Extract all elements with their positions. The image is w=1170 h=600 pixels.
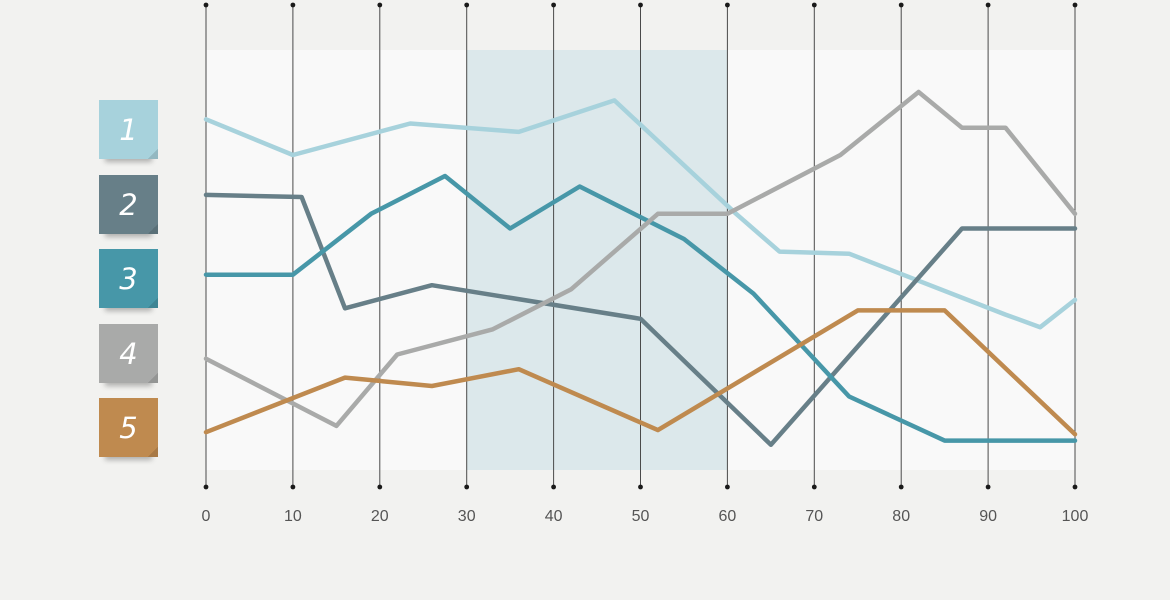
legend-item: 2 bbox=[99, 175, 158, 234]
grid-dot bbox=[725, 2, 730, 8]
series-line-1 bbox=[203, 98, 1078, 330]
grid-dot bbox=[377, 484, 383, 490]
x-tick-label: 30 bbox=[458, 508, 476, 525]
grid-dot bbox=[203, 2, 209, 8]
grid-dot bbox=[290, 2, 296, 8]
grid-dot bbox=[551, 2, 556, 8]
x-tick-label: 60 bbox=[719, 508, 737, 525]
x-tick-label: 40 bbox=[545, 508, 563, 525]
grid-dot bbox=[377, 2, 383, 8]
grid-dot bbox=[898, 484, 904, 490]
x-tick-label: 100 bbox=[1062, 508, 1089, 525]
x-tick-label: 70 bbox=[805, 508, 823, 525]
x-tick-label: 0 bbox=[202, 508, 211, 525]
grid-dot bbox=[985, 484, 991, 490]
legend-item: 4 bbox=[99, 324, 158, 383]
x-tick-label: 10 bbox=[284, 508, 302, 525]
grid-dot bbox=[464, 2, 470, 8]
x-tick-label: 80 bbox=[892, 508, 910, 525]
grid-dot bbox=[464, 484, 470, 490]
grid-dot bbox=[811, 484, 817, 490]
x-tick-label: 20 bbox=[371, 508, 389, 525]
grid-dot bbox=[725, 484, 730, 490]
grid-dot bbox=[638, 484, 643, 490]
grid-dot bbox=[203, 484, 209, 490]
grid-dot bbox=[985, 2, 991, 8]
grid-dot bbox=[1072, 2, 1078, 8]
series-line-5 bbox=[203, 308, 1078, 437]
grid-dot bbox=[811, 2, 817, 8]
legend-item: 3 bbox=[99, 249, 158, 308]
grid-dot bbox=[638, 2, 643, 8]
series-line-2 bbox=[203, 192, 1078, 448]
grid-dot bbox=[1072, 484, 1078, 490]
grid-dot bbox=[898, 2, 904, 8]
highlight-band bbox=[466, 50, 728, 470]
x-tick-label: 90 bbox=[979, 508, 997, 525]
legend-item: 1 bbox=[99, 100, 158, 159]
x-tick-label: 50 bbox=[632, 508, 650, 525]
grid-dot bbox=[551, 484, 556, 490]
grid-dot bbox=[290, 484, 296, 490]
series-line-3 bbox=[203, 173, 1078, 443]
series-line-4 bbox=[203, 89, 1078, 429]
legend-item: 5 bbox=[99, 398, 158, 457]
